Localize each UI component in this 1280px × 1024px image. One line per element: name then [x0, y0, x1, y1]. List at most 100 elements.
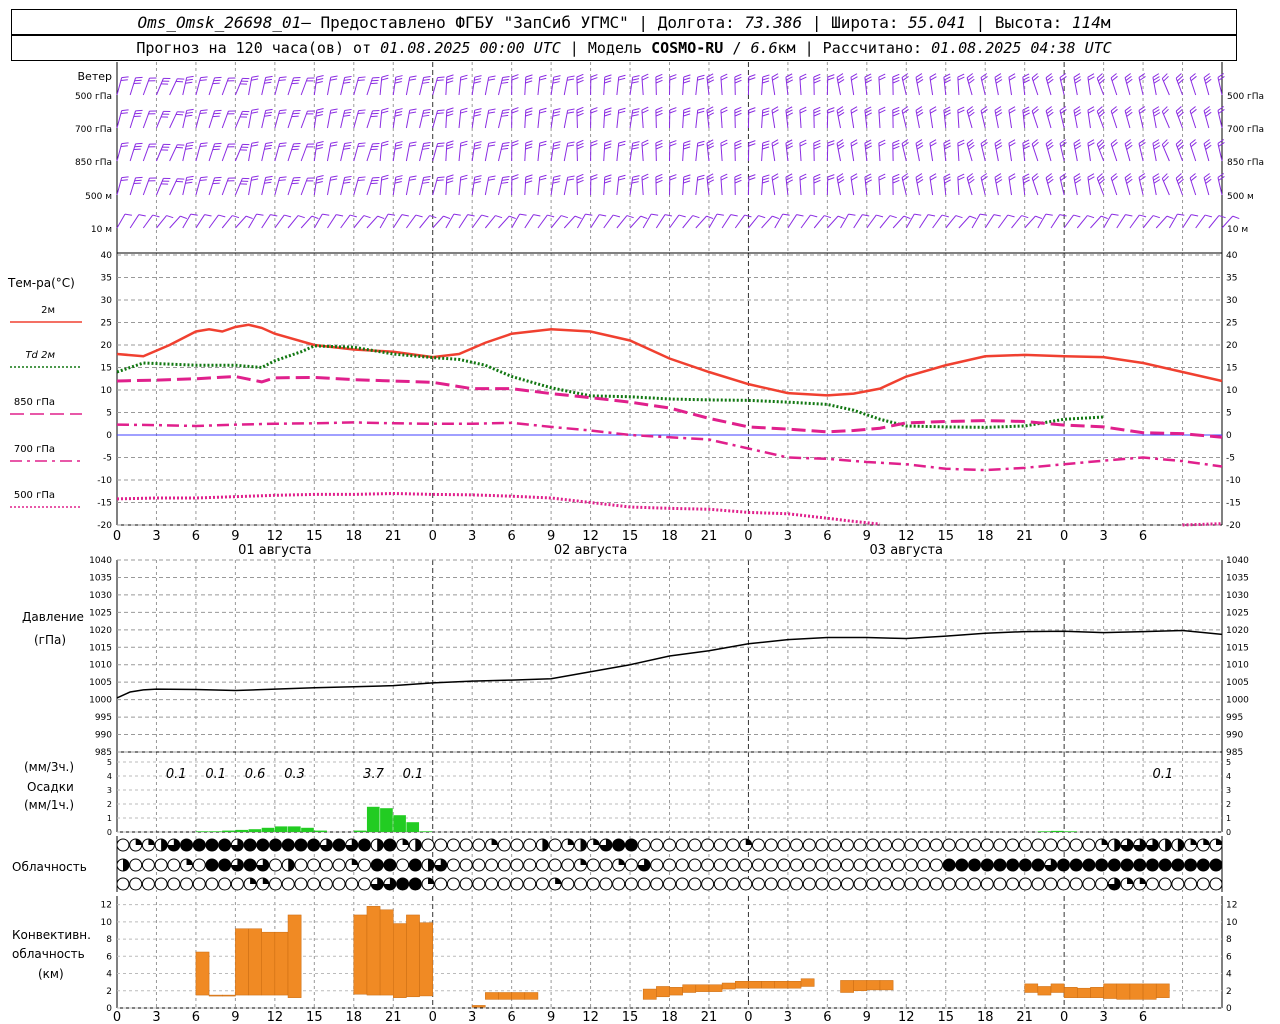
cloud-fill: [1121, 839, 1134, 852]
wind-barb-flag: [525, 143, 533, 147]
cloud-symbol: [1082, 877, 1096, 891]
cloud-symbol: [1196, 858, 1210, 872]
cloud-symbol: [141, 877, 155, 891]
wind-barb-flag: [836, 73, 844, 78]
wind-barb-flag: [460, 110, 468, 114]
wind-barb-flag: [278, 179, 286, 182]
precip-total-label: 3.7: [363, 767, 384, 782]
wind-barb-flag: [553, 175, 561, 178]
temp-series-line: [116, 421, 1223, 472]
wind-barb-flag: [813, 145, 821, 150]
cloud-fill: [345, 839, 358, 852]
wind-barb: [1124, 143, 1131, 162]
wind-barb-flag: [734, 173, 742, 178]
temp-legend-label: Td 2м: [25, 350, 55, 361]
wind-barb-flag: [626, 215, 634, 219]
conv-ytick-right: 0: [1226, 1004, 1232, 1014]
conv-cloud-bar: [1103, 983, 1118, 999]
wind-barb-flag: [864, 76, 872, 81]
wind-barb-flag: [827, 107, 835, 111]
wind-barb-flag: [878, 139, 886, 144]
cloud-fill: [1203, 839, 1210, 845]
wind-barb-flag: [218, 214, 226, 218]
wind-barb: [379, 213, 389, 229]
wind-barb: [419, 215, 431, 229]
wind-barb-flag: [957, 173, 965, 178]
wind-barb: [287, 77, 294, 96]
wind-barb-flag: [343, 181, 351, 184]
wind-barb-flag: [1176, 75, 1183, 82]
wind-barb-flag: [762, 143, 770, 147]
wind-barb: [1087, 143, 1091, 162]
cloud-symbol: [891, 858, 905, 872]
conv-time-tick-label: 12: [267, 1010, 284, 1024]
conv-ytick: 10: [101, 918, 113, 928]
wind-barb-flag: [799, 142, 807, 147]
wind-barb-flag: [706, 139, 714, 144]
cloud-symbol: [116, 877, 130, 891]
wind-barb-flag: [519, 213, 527, 216]
wind-barb: [603, 214, 614, 229]
wind-barb-flag: [901, 106, 909, 111]
conv-cloud-bar: [682, 984, 697, 993]
temp-ytick: 5: [106, 409, 112, 419]
conv-time-tick-label: 18: [977, 1010, 994, 1024]
conv-time-tick-label: 0: [1060, 1010, 1068, 1024]
wind-barb-flag: [552, 147, 560, 150]
wind-barb-flag: [1023, 145, 1030, 150]
temp-ytick: 35: [101, 274, 112, 284]
conv-cloud-bar: [366, 906, 381, 996]
wind-barb: [629, 215, 642, 229]
wind-barb-flag: [1139, 214, 1147, 218]
wind-barb-flag: [957, 106, 965, 111]
precip-ytick-right: 0: [1226, 828, 1231, 837]
cloud-symbol: [192, 838, 206, 852]
conv-cloud-bar: [735, 981, 749, 989]
wind-barb-flag: [358, 109, 366, 112]
wind-barb-flag: [1060, 109, 1067, 114]
wind-barb-flag: [655, 139, 663, 144]
wind-barb-flag: [1074, 142, 1081, 147]
wind-barb: [537, 143, 541, 162]
press-ytick: 1030: [89, 591, 112, 601]
wind-barb-flag: [501, 144, 509, 147]
cloud-symbol: [1107, 858, 1121, 872]
wind-barb-flag: [655, 176, 663, 181]
wind-barb-flag: [864, 109, 872, 114]
wind-barb-flag: [772, 109, 779, 114]
wind-barb-flag: [994, 73, 1002, 78]
wind-barb-flag: [892, 106, 900, 111]
temp-ytick-right: -20: [1226, 521, 1241, 531]
cloud-fill: [186, 859, 193, 865]
cloud-symbol: [192, 877, 206, 891]
wind-barb: [813, 215, 825, 229]
conv-ytick-right: 12: [1226, 901, 1237, 911]
wind-barb: [919, 214, 929, 229]
wind-barb: [208, 214, 219, 229]
wind-barb: [840, 213, 849, 229]
wind-barb-flag: [336, 214, 344, 217]
conv-cloud-bar: [840, 980, 854, 993]
wind-barb-flag: [381, 77, 389, 81]
wind-barb: [182, 110, 188, 129]
cloud-symbol: [993, 877, 1007, 891]
wind-barb-flag: [121, 76, 129, 79]
wind-barb-flag: [576, 139, 584, 144]
precip-ytick: 3: [107, 786, 112, 795]
wind-barb-flag: [968, 111, 975, 117]
wind-barb-flag: [315, 114, 323, 117]
wind-barb: [313, 213, 323, 229]
conv-time-tick-label: 21: [385, 1010, 402, 1024]
wind-barb-flag: [943, 176, 951, 181]
wind-barb-flag: [1139, 142, 1146, 147]
wind-barb-flag: [1097, 75, 1104, 82]
wind-barb-flag: [502, 75, 510, 78]
cloud-fill: [618, 859, 625, 865]
wind-barb: [655, 214, 666, 229]
precip-ytick-right: 1: [1226, 814, 1231, 823]
wind-barb-flag: [566, 111, 575, 114]
wind-barb-flag: [330, 175, 338, 178]
wind-barb-flag: [1099, 178, 1105, 185]
wind-barb-flag: [1125, 75, 1132, 81]
conv-cloud-bar: [261, 931, 276, 996]
